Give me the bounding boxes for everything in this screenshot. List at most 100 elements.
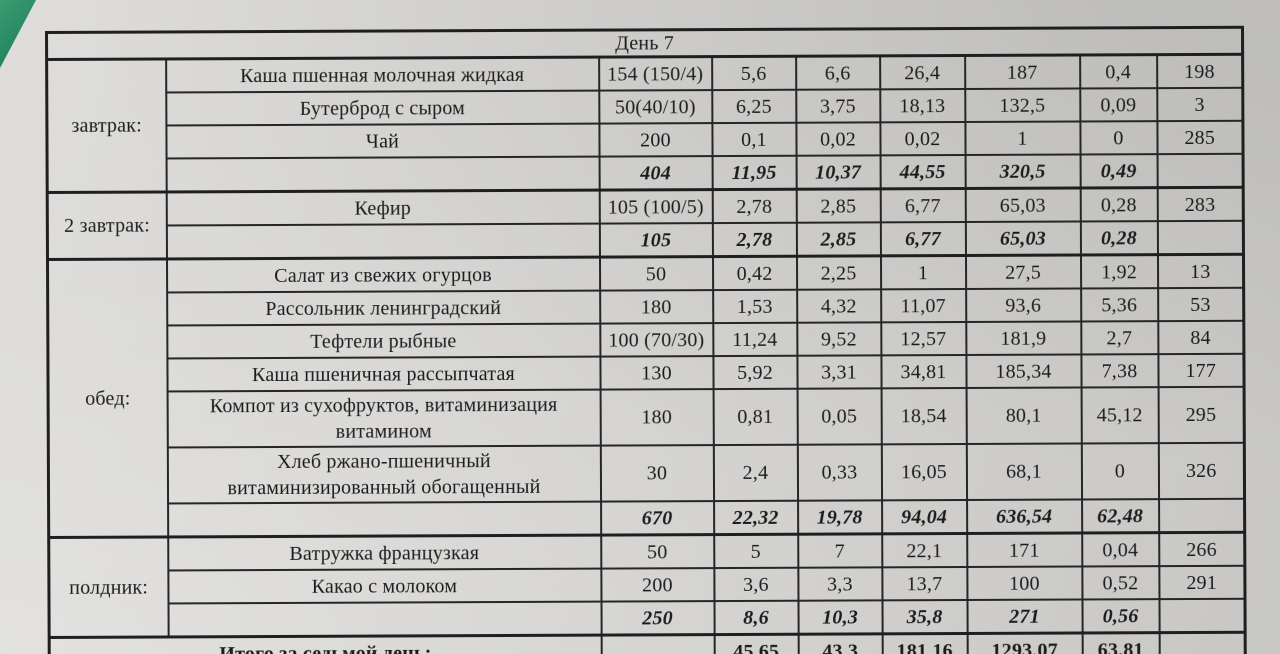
- code-cell: 295: [1158, 386, 1245, 444]
- code-cell: 3: [1156, 87, 1243, 122]
- portion-cell: 180: [600, 389, 714, 446]
- subtotal-portion-cell: 670: [600, 501, 714, 536]
- carbs-cell: 22,1: [881, 533, 967, 568]
- vitamin-c-cell: 1,92: [1080, 254, 1158, 289]
- code-cell: 84: [1157, 320, 1244, 355]
- dish-name-cell: Хлеб ржано-пшеничный витаминизированный …: [167, 445, 601, 504]
- carbs-cell: 34,81: [880, 354, 967, 389]
- subtotal-fat-cell: 2,85: [796, 222, 881, 257]
- subtotal-carbs-cell: 94,04: [881, 499, 967, 534]
- calories-cell: 185,34: [965, 354, 1082, 388]
- vitamin-c-cell: 0,09: [1079, 88, 1157, 122]
- subtotal-protein-cell: 8,6: [713, 600, 799, 635]
- portion-cell: 105 (100/5): [599, 189, 713, 224]
- grand-total-carbs-cell: 181,16: [882, 633, 968, 654]
- fat-cell: 4,32: [796, 289, 881, 323]
- subtotal-portion-cell: 250: [600, 601, 715, 636]
- portion-cell: 200: [598, 123, 713, 157]
- grand-total-label: Итого за седьмой день:: [49, 635, 602, 654]
- grand-total-vitamin-c-cell: 63,81: [1082, 632, 1160, 654]
- carbs-cell: 26,4: [879, 55, 965, 90]
- code-cell: 13: [1157, 254, 1244, 289]
- empty-portion-cell: [601, 634, 715, 654]
- code-cell: 266: [1158, 532, 1245, 567]
- subtotal-protein-cell: 22,32: [713, 500, 798, 535]
- protein-cell: 5,92: [712, 355, 798, 390]
- subtotal-row: 404 11,95 10,37 44,55 320,5 0,49: [47, 153, 1244, 193]
- subtotal-vitamin-c-cell: 62,48: [1081, 499, 1159, 533]
- subtotal-calories-cell: 271: [966, 599, 1083, 634]
- empty-code-cell: [1158, 498, 1245, 533]
- subtotal-carbs-cell: 44,55: [880, 154, 966, 189]
- portion-cell: 200: [600, 568, 714, 602]
- table-row: полдник: Ватружка французкая 50 5 7 22,1 171 0,…: [48, 532, 1245, 638]
- subtotal-row: 105 2,78 2,85 6,77 65,03 0,28: [47, 220, 1244, 260]
- vitamin-c-cell: 0,4: [1079, 54, 1157, 89]
- paper-sheet: День 7 завтрак: Каша пшенная молочная жидк…: [45, 25, 1247, 654]
- subtotal-fat-cell: 19,78: [797, 500, 882, 535]
- empty-dish-cell: [167, 501, 601, 537]
- calories-cell: 68,1: [966, 443, 1082, 500]
- calories-cell: 27,5: [965, 254, 1081, 289]
- portion-cell: 130: [599, 356, 714, 390]
- code-cell: 285: [1156, 120, 1244, 155]
- empty-code-cell: [1159, 632, 1246, 654]
- fat-cell: 2,25: [796, 255, 881, 290]
- dish-name-cell: Кефир: [166, 190, 600, 226]
- table-row: Каша пшеничная рассыпчатая 130 5,92 3,31 34,…: [48, 353, 1245, 392]
- subtotal-portion-cell: 105: [599, 223, 713, 258]
- subtotal-calories-cell: 636,54: [966, 499, 1082, 534]
- dish-name-cell: Каша пшенная молочная жидкая: [165, 57, 599, 93]
- carbs-cell: 6,77: [880, 188, 966, 223]
- fat-cell: 0,02: [795, 122, 881, 156]
- calories-cell: 187: [964, 54, 1080, 89]
- protein-cell: 2,4: [713, 444, 798, 502]
- carbs-cell: 11,07: [880, 288, 966, 323]
- empty-dish-cell: [166, 156, 600, 192]
- carbs-cell: 0,02: [879, 121, 966, 156]
- background-surface-corner: [0, 0, 36, 68]
- empty-dish-cell: [166, 223, 600, 259]
- dish-name-cell: Каша пшеничная рассыпчатая: [166, 356, 601, 392]
- code-cell: 326: [1158, 442, 1245, 500]
- calories-cell: 1: [964, 121, 1081, 155]
- menu-table: День 7 завтрак: Каша пшенная молочная жидк…: [45, 25, 1247, 654]
- fat-cell: 3,31: [796, 355, 882, 389]
- meal-section-label: 2 завтрак:: [47, 191, 167, 260]
- empty-dish-cell: [167, 601, 602, 637]
- table-row: Тефтели рыбные 100 (70/30) 11,24 9,52 12,57 1…: [48, 320, 1244, 359]
- dish-name-cell: Рассольник ленинградский: [166, 290, 600, 326]
- vitamin-c-cell: 7,38: [1080, 354, 1159, 388]
- calories-cell: 181,9: [965, 321, 1081, 355]
- protein-cell: 5,6: [711, 56, 796, 91]
- protein-cell: 0,42: [712, 256, 797, 291]
- portion-cell: 50(40/10): [598, 90, 712, 124]
- meal-section-label: обед:: [47, 258, 168, 538]
- empty-code-cell: [1158, 598, 1246, 633]
- fat-cell: 2,85: [796, 188, 881, 223]
- table-row: Компот из сухофруктов, витаминизация вит…: [48, 386, 1245, 448]
- vitamin-c-cell: 0,04: [1081, 532, 1159, 567]
- portion-cell: 154 (150/4): [598, 56, 712, 91]
- calories-cell: 100: [966, 566, 1082, 600]
- table-row: Бутерброд с сыром 50(40/10) 6,25 3,75 18,13 1…: [47, 87, 1243, 126]
- carbs-cell: 1: [880, 255, 966, 290]
- code-cell: 283: [1157, 187, 1244, 222]
- dish-name-cell: Бутерброд с сыром: [165, 90, 599, 126]
- fat-cell: 0,33: [797, 444, 882, 501]
- subtotal-vitamin-c-cell: 0,56: [1081, 599, 1160, 633]
- subtotal-row: 670 22,32 19,78 94,04 636,54 62,48: [49, 498, 1245, 538]
- table-row: обед: Салат из свежих огурцов 50 0,42 2,25 1 2…: [47, 254, 1244, 538]
- dish-name-cell: Тефтели рыбные: [166, 323, 600, 359]
- carbs-cell: 13,7: [881, 566, 967, 601]
- fat-cell: 7: [797, 533, 882, 568]
- protein-cell: 1,53: [712, 289, 797, 324]
- table-row: Чай 200 0,1 0,02 0,02 1 0 285: [47, 120, 1244, 159]
- carbs-cell: 16,05: [881, 443, 967, 501]
- empty-code-cell: [1157, 220, 1244, 255]
- subtotal-protein-cell: 2,78: [712, 222, 797, 257]
- protein-cell: 5: [713, 534, 798, 569]
- vitamin-c-cell: 0: [1081, 443, 1159, 500]
- grand-total-protein-cell: 45,65: [714, 634, 799, 654]
